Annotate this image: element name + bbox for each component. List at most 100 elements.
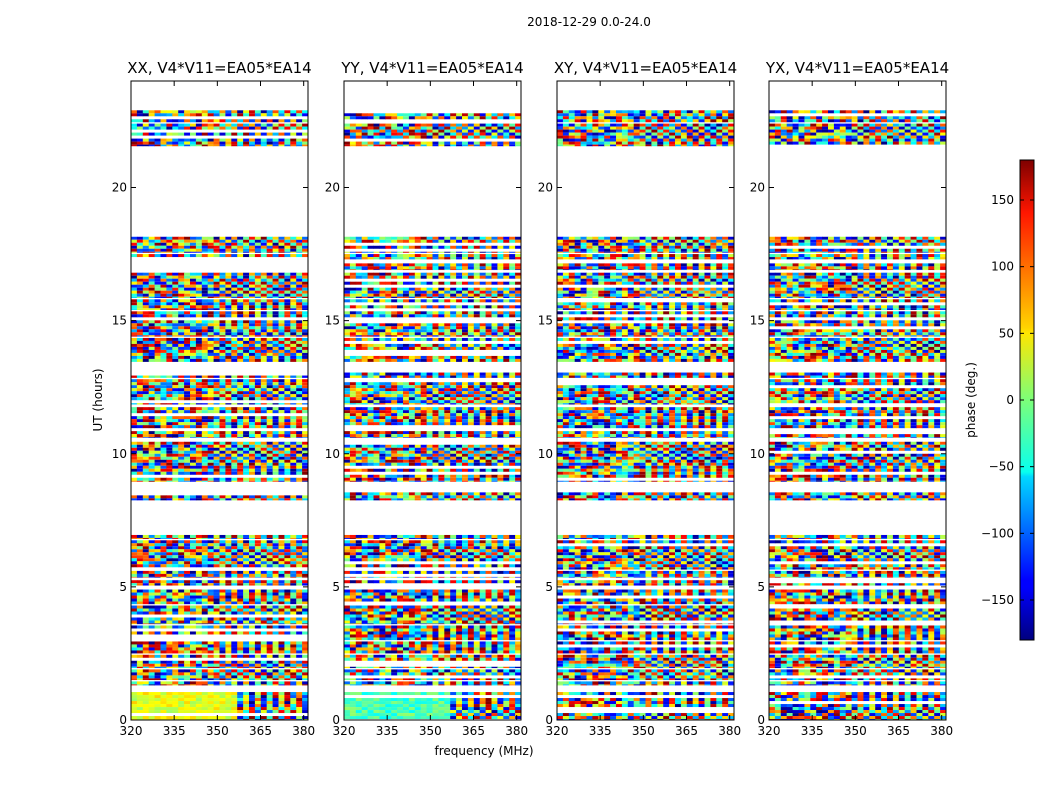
heatmap-cell xyxy=(349,698,357,702)
heatmap-cell xyxy=(450,666,457,669)
heatmap-cell xyxy=(184,123,191,127)
heatmap-cell xyxy=(391,634,398,638)
heatmap-cell xyxy=(254,281,262,285)
heatmap-cell xyxy=(296,650,303,654)
heatmap-cell xyxy=(154,555,161,559)
heatmap-cell xyxy=(296,382,303,386)
heatmap-cell xyxy=(473,672,481,676)
heatmap-cell xyxy=(473,620,481,624)
heatmap-cell xyxy=(136,290,144,294)
heatmap-cell xyxy=(373,620,380,624)
heatmap-cell xyxy=(462,611,469,615)
heatmap-cell xyxy=(154,589,161,593)
heatmap-cell xyxy=(260,119,268,123)
heatmap-cell xyxy=(266,471,273,475)
heatmap-cell xyxy=(207,707,214,711)
heatmap-cell xyxy=(254,704,262,708)
heatmap-cell xyxy=(213,462,220,466)
heatmap-cell xyxy=(438,678,445,681)
heatmap-cell xyxy=(142,326,150,330)
heatmap-cell xyxy=(272,299,279,303)
heatmap-cell xyxy=(201,305,209,309)
figure-suptitle: 2018-12-29 0.0-24.0 xyxy=(527,15,651,29)
heatmap-cell xyxy=(160,647,167,651)
heatmap-cell xyxy=(231,141,238,145)
heatmap-cell xyxy=(195,495,203,499)
heatmap-cell xyxy=(249,555,256,559)
heatmap-cell xyxy=(249,434,256,438)
heatmap-cell xyxy=(432,631,439,635)
heatmap-cell xyxy=(503,644,510,648)
heatmap-cell xyxy=(379,628,386,632)
heatmap-cell xyxy=(136,654,144,658)
heatmap-cell xyxy=(225,141,232,145)
heatmap-cell xyxy=(184,601,191,605)
heatmap-cell xyxy=(391,681,398,685)
heatmap-cell xyxy=(379,589,386,593)
heatmap-cell xyxy=(166,275,173,279)
heatmap-cell xyxy=(237,305,244,309)
heatmap-cell xyxy=(136,251,144,253)
heatmap-cell xyxy=(190,382,197,386)
heatmap-cell xyxy=(154,329,161,333)
heatmap-cell xyxy=(160,564,167,568)
heatmap-cell xyxy=(420,647,427,651)
heatmap-cell xyxy=(349,598,357,602)
heatmap-cell xyxy=(403,608,410,612)
heatmap-cell xyxy=(207,561,214,565)
heatmap-cell xyxy=(479,605,486,609)
heatmap-cell xyxy=(178,450,185,454)
heatmap-cell xyxy=(219,710,226,714)
heatmap-cell xyxy=(154,422,161,426)
heatmap-cell xyxy=(178,589,185,593)
heatmap-cell xyxy=(207,592,214,596)
heatmap-cell xyxy=(243,299,250,303)
heatmap-cell xyxy=(190,340,197,344)
heatmap-cell xyxy=(266,495,273,499)
heatmap-cell xyxy=(231,407,238,411)
heatmap-cell xyxy=(213,416,220,420)
heatmap-cell xyxy=(414,669,422,673)
heatmap-cell xyxy=(296,110,303,114)
heatmap-cell xyxy=(184,251,191,253)
heatmap-cell xyxy=(462,672,469,676)
heatmap-cell xyxy=(148,311,155,315)
heatmap-cell xyxy=(414,605,422,609)
heatmap-cell xyxy=(284,346,291,350)
heatmap-cell xyxy=(491,592,498,596)
heatmap-cell xyxy=(278,654,285,658)
heatmap-cell xyxy=(290,704,297,708)
heatmap-cell xyxy=(426,672,433,676)
heatmap-cell xyxy=(166,293,173,297)
heatmap-cell xyxy=(231,248,238,252)
heatmap-cell xyxy=(131,716,138,720)
heatmap-cell xyxy=(284,272,291,276)
heatmap-cell xyxy=(278,340,285,344)
heatmap-cell xyxy=(142,583,150,586)
heatmap-cell xyxy=(385,620,392,624)
heatmap-cell xyxy=(142,644,150,648)
heatmap-cell xyxy=(136,299,144,303)
heatmap-cell xyxy=(243,287,250,291)
heatmap-cell xyxy=(302,471,309,475)
heatmap-cell xyxy=(184,644,191,648)
heatmap-cell xyxy=(131,555,138,559)
heatmap-cell xyxy=(195,695,203,699)
heatmap-cell xyxy=(184,498,191,501)
heatmap-cell xyxy=(190,589,197,593)
heatmap-cell xyxy=(515,684,522,686)
heatmap-cell xyxy=(243,113,250,117)
heatmap-cell xyxy=(249,456,256,460)
heatmap-cell xyxy=(184,290,191,294)
heatmap-cell xyxy=(284,710,291,714)
heatmap-cell xyxy=(142,495,150,499)
heatmap-cell xyxy=(237,549,244,553)
heatmap-cell xyxy=(190,416,197,420)
heatmap-cell xyxy=(302,555,309,559)
heatmap-cell xyxy=(290,698,297,702)
heatmap-cell xyxy=(272,601,279,605)
heatmap-cell xyxy=(266,625,273,629)
heatmap-cell xyxy=(260,480,268,482)
heatmap-cell xyxy=(184,144,191,147)
heatmap-cell xyxy=(237,495,244,499)
